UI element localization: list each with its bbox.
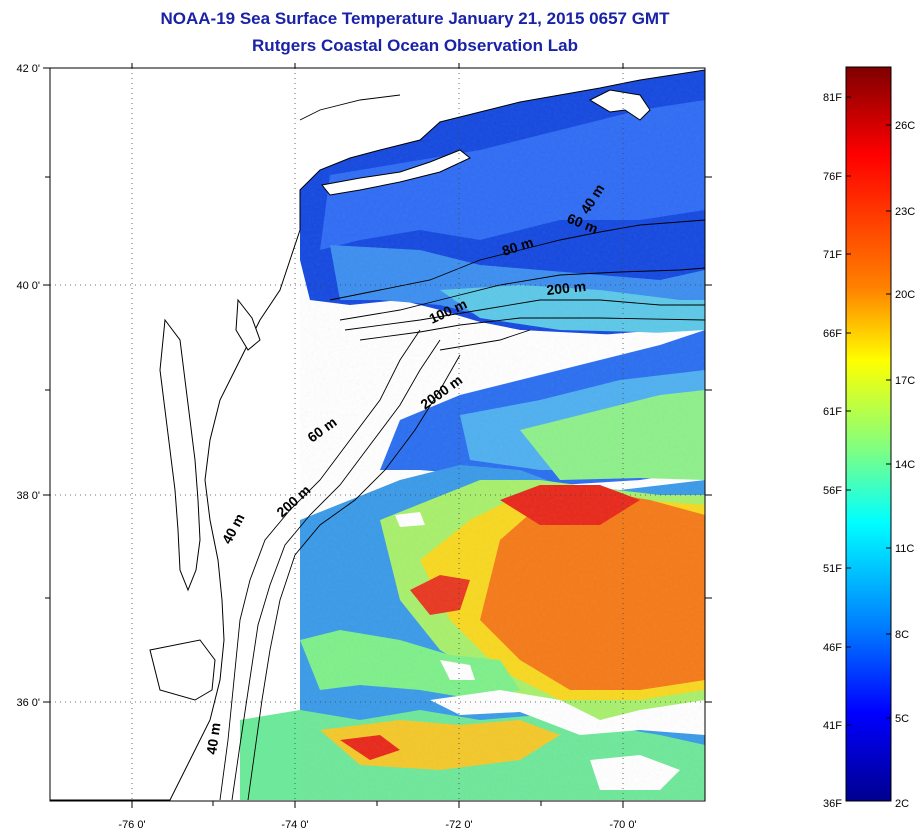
fahrenheit-label: 61F <box>823 406 842 418</box>
land-mass <box>50 68 705 801</box>
celsius-label: 2C <box>895 798 909 810</box>
axis-ticks <box>43 63 712 808</box>
celsius-label: 11C <box>895 543 914 555</box>
celsius-label: 8C <box>895 629 909 641</box>
fahrenheit-label: 81F <box>823 92 842 104</box>
chart-title: NOAA-19 Sea Surface Temperature January … <box>160 9 670 28</box>
bathymetry-contours <box>219 94 705 801</box>
fahrenheit-label: 71F <box>823 249 842 261</box>
lon-label: -72 0' <box>445 819 472 831</box>
fahrenheit-label: 36F <box>823 798 842 810</box>
fahrenheit-label: 46F <box>823 642 842 654</box>
lon-label: -74 0' <box>281 819 308 831</box>
celsius-label: 14C <box>895 459 915 471</box>
lon-label: -70 0' <box>609 819 636 831</box>
fahrenheit-label: 66F <box>823 328 842 340</box>
celsius-label: 5C <box>895 713 909 725</box>
celsius-label: 26C <box>895 120 915 132</box>
graticule <box>50 68 705 801</box>
sst-field <box>50 68 705 801</box>
lat-label: 36 0' <box>16 697 40 709</box>
lat-label: 42 0' <box>16 63 40 75</box>
fahrenheit-label: 76F <box>823 171 842 183</box>
fahrenheit-label: 56F <box>823 485 842 497</box>
axis-labels: -76 0' -74 0' -72 0' -70 0' 42 0' 40 0' … <box>16 63 636 831</box>
colorbar-gradient <box>845 66 892 802</box>
celsius-label: 17C <box>895 375 915 387</box>
contour-label: 200 m <box>546 278 587 298</box>
chart-subtitle: Rutgers Coastal Ocean Observation Lab <box>252 36 578 55</box>
lon-label: -76 0' <box>118 819 145 831</box>
celsius-label: 20C <box>895 289 915 301</box>
fahrenheit-label: 51F <box>823 563 842 575</box>
celsius-label: 23C <box>895 206 915 218</box>
contour-label: 40 m <box>203 722 223 756</box>
lat-label: 38 0' <box>16 490 40 502</box>
fahrenheit-label: 41F <box>823 720 842 732</box>
lat-label: 40 0' <box>16 280 40 292</box>
